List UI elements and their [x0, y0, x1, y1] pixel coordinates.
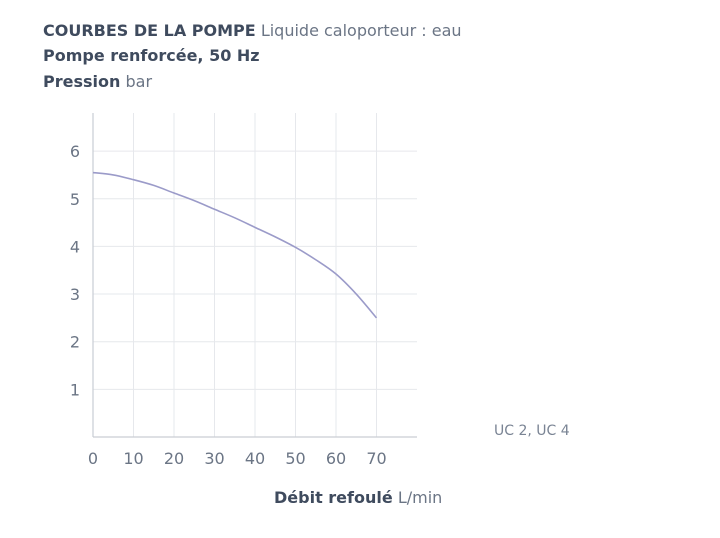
- pump-curve-line: [92, 171, 378, 319]
- chart-subtitle: Pompe renforcée, 50 Hz: [43, 46, 260, 65]
- x-axis-label-line: Débit refoulé L/min: [274, 488, 442, 507]
- x-tick-label: 20: [164, 449, 184, 468]
- x-tick-label: 60: [326, 449, 346, 468]
- y-tick-label: 5: [70, 190, 80, 209]
- chart-title-liquid: Liquide caloporteur : eau: [260, 21, 462, 40]
- y-axis-unit: bar: [125, 72, 153, 91]
- y-tick-label: 3: [70, 285, 80, 304]
- x-axis-label: Débit refoulé: [274, 488, 393, 507]
- y-tick-label: 4: [70, 237, 80, 256]
- y-axis-label: Pression: [43, 72, 121, 91]
- x-tick-label: 40: [245, 449, 265, 468]
- x-tick-label: 10: [123, 449, 143, 468]
- x-tick-label: 30: [204, 449, 224, 468]
- x-tick-label: 50: [285, 449, 305, 468]
- model-note: UC 2, UC 4: [494, 423, 570, 439]
- chart-title-line: COURBES DE LA POMPE Liquide caloporteur …: [43, 21, 462, 41]
- x-axis-unit: L/min: [397, 488, 443, 507]
- x-tick-label: 0: [88, 449, 98, 468]
- chart-subtitle-line: Pompe renforcée, 50 Hz: [43, 46, 260, 66]
- y-axis-label-line: Pression bar: [43, 72, 152, 92]
- y-tick-label: 1: [70, 380, 80, 399]
- y-tick-label: 6: [70, 142, 80, 161]
- x-tick-label: 70: [366, 449, 386, 468]
- chart-title: COURBES DE LA POMPE: [43, 21, 256, 40]
- y-tick-label: 2: [70, 333, 80, 352]
